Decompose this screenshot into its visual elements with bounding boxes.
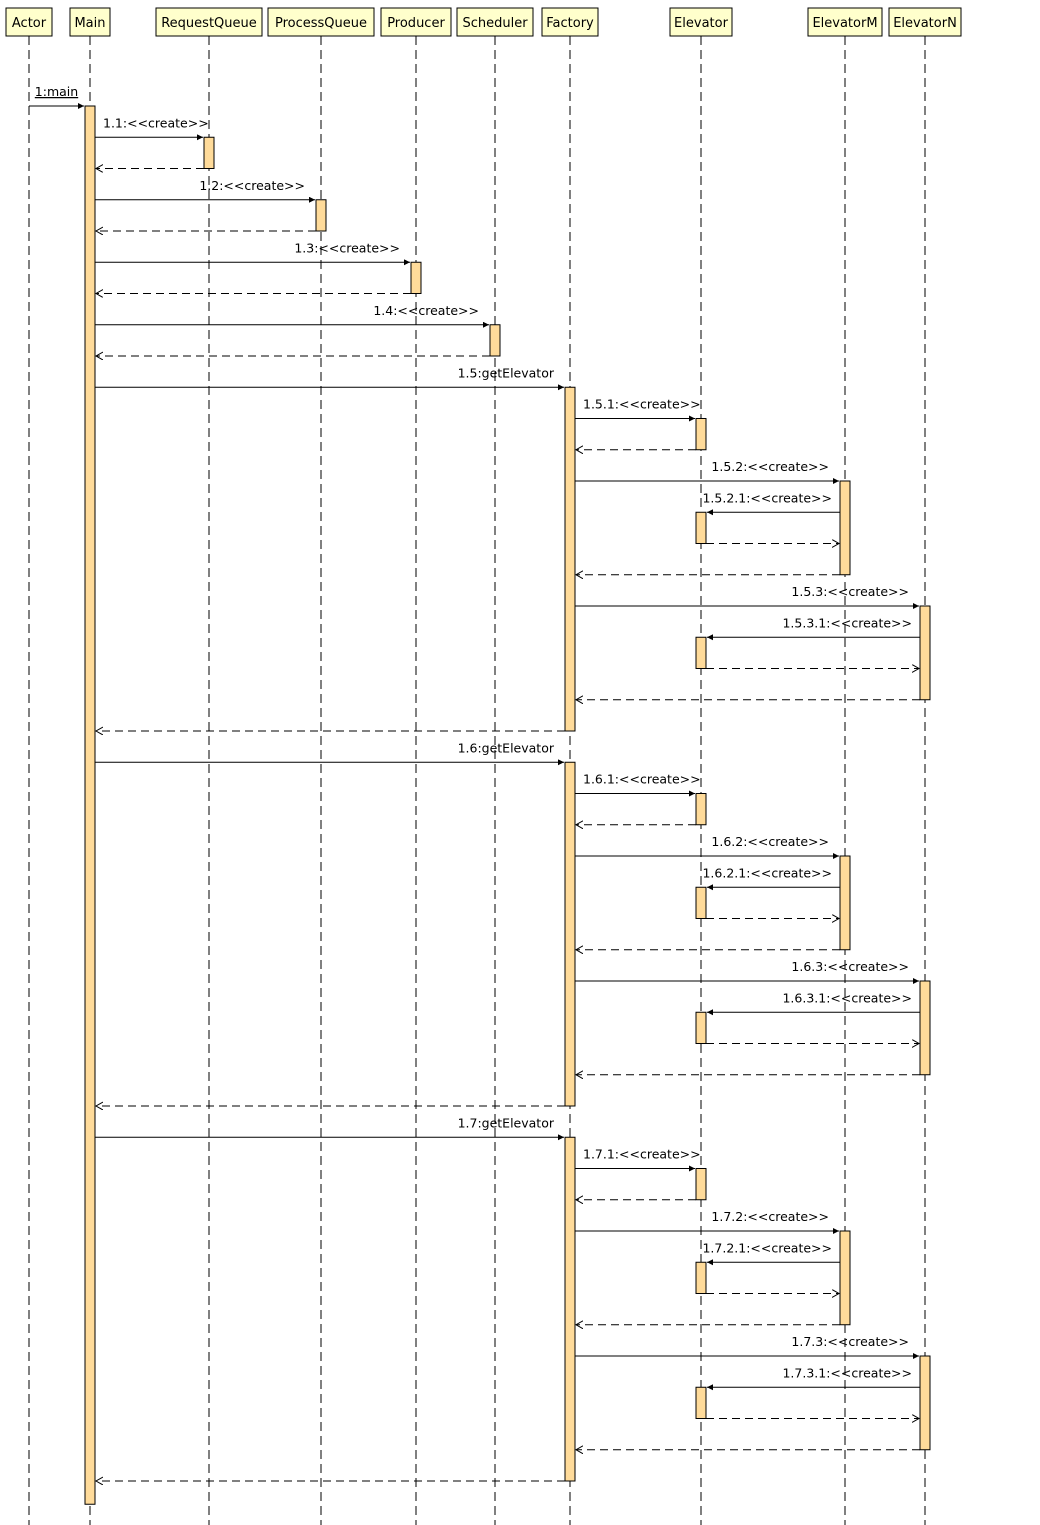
- message-label-1.7.3: 1.7.3:<<create>>: [791, 1334, 909, 1349]
- activation-bar-producer: [410, 261, 422, 294]
- message-label-1.5: 1.5:getElevator: [458, 365, 555, 380]
- activation-bar-elevatorn: [919, 605, 931, 701]
- message-label-1.7.2: 1.7.2:<<create>>: [711, 1209, 829, 1224]
- participant-label-requestqueue: RequestQueue: [161, 16, 257, 31]
- lifelines: [28, 36, 926, 1525]
- activation-bar-requestqueue: [203, 136, 215, 169]
- participant-box-main[interactable]: [69, 7, 111, 37]
- activation-bar-elevatorm: [839, 855, 851, 951]
- participant-box-producer[interactable]: [380, 7, 452, 37]
- participant-box-actor[interactable]: [5, 7, 53, 37]
- activation-bar-factory: [564, 1136, 576, 1482]
- activation-bar-elevator: [695, 511, 707, 544]
- participant-label-producer: Producer: [387, 16, 445, 31]
- message-label-1.6.3: 1.6.3:<<create>>: [791, 959, 909, 974]
- activation-bar-elevator: [695, 1386, 707, 1419]
- participant-label-processqueue: ProcessQueue: [275, 16, 367, 31]
- message-label-1.5.3.1: 1.5.3.1:<<create>>: [782, 615, 912, 630]
- message-label-1.5.1: 1.5.1:<<create>>: [583, 397, 701, 412]
- activation-bar-elevator: [695, 793, 707, 826]
- message-label-1.6: 1.6:getElevator: [458, 740, 555, 755]
- message-label-1.6.3.1: 1.6.3.1:<<create>>: [782, 990, 912, 1005]
- participant-label-factory: Factory: [546, 16, 594, 31]
- activation-bar-elevator: [695, 1261, 707, 1294]
- activation-bar-elevator: [695, 1011, 707, 1044]
- participant-box-requestqueue[interactable]: [155, 7, 263, 37]
- message-label-1: 1:main: [35, 84, 78, 99]
- participant-label-elevator: Elevator: [674, 16, 729, 31]
- activation-bar-factory: [564, 386, 576, 732]
- message-label-1.7.3.1: 1.7.3.1:<<create>>: [782, 1365, 912, 1380]
- activation-bar-scheduler: [489, 324, 501, 357]
- messages: 1:main 1.1:<<create>> 1.2:<<create>> 1.3:<<…: [29, 84, 920, 1481]
- message-label-1.7.1: 1.7.1:<<create>>: [583, 1147, 701, 1162]
- activation-bars: [84, 105, 931, 1505]
- activation-bar-main: [84, 105, 96, 1505]
- participant-label-elevatorn: ElevatorN: [893, 16, 957, 31]
- activation-bar-elevatorm: [839, 480, 851, 576]
- activation-bar-elevatorn: [919, 980, 931, 1076]
- activation-bar-elevator: [695, 886, 707, 919]
- activation-bar-elevator: [695, 418, 707, 451]
- message-label-1.5.2: 1.5.2:<<create>>: [711, 459, 829, 474]
- participant-box-processqueue[interactable]: [267, 7, 375, 37]
- message-label-1.5.2.1: 1.5.2.1:<<create>>: [702, 490, 832, 505]
- message-label-1.6.1: 1.6.1:<<create>>: [583, 772, 701, 787]
- participant-box-elevatorm[interactable]: [807, 7, 883, 37]
- message-label-1.2: 1.2:<<create>>: [199, 178, 305, 193]
- message-label-1.7: 1.7:getElevator: [458, 1115, 555, 1130]
- message-label-1.4: 1.4:<<create>>: [373, 303, 479, 318]
- message-label-1.7.2.1: 1.7.2.1:<<create>>: [702, 1240, 832, 1255]
- participant-box-elevator[interactable]: [669, 7, 733, 37]
- activation-bar-elevator: [695, 1168, 707, 1201]
- participant-label-main: Main: [74, 16, 105, 31]
- activation-bar-elevatorm: [839, 1230, 851, 1326]
- message-label-1.1: 1.1:<<create>>: [103, 115, 209, 130]
- message-label-1.3: 1.3:<<create>>: [294, 240, 400, 255]
- activation-bar-processqueue: [315, 199, 327, 232]
- activation-bar-factory: [564, 761, 576, 1107]
- participant-heads: Actor Main RequestQueue ProcessQueue Produce…: [5, 7, 962, 37]
- participant-label-actor: Actor: [12, 16, 47, 31]
- participant-box-elevatorn[interactable]: [888, 7, 962, 37]
- message-label-1.6.2: 1.6.2:<<create>>: [711, 834, 829, 849]
- participant-label-scheduler: Scheduler: [462, 16, 528, 31]
- participant-box-factory[interactable]: [541, 7, 599, 37]
- message-label-1.6.2.1: 1.6.2.1:<<create>>: [702, 865, 832, 880]
- activation-bar-elevator: [695, 636, 707, 669]
- participant-box-scheduler[interactable]: [456, 7, 534, 37]
- message-label-1.5.3: 1.5.3:<<create>>: [791, 584, 909, 599]
- activation-bar-elevatorn: [919, 1355, 931, 1451]
- participant-label-elevatorm: ElevatorM: [812, 16, 877, 31]
